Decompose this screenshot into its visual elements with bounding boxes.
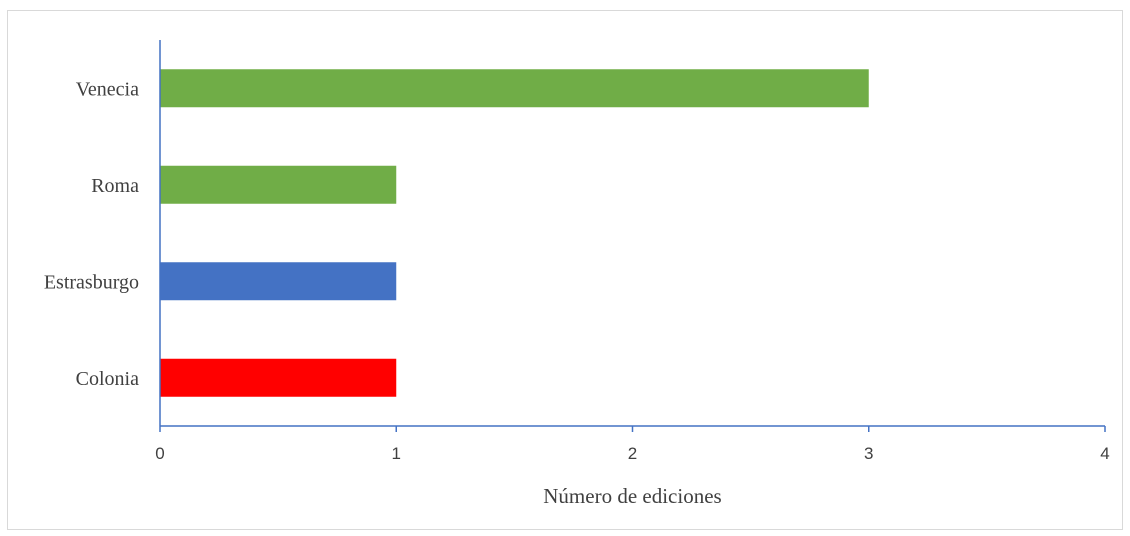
x-ticks-group: 0 1 2 3 4: [155, 426, 1110, 463]
bar-colonia: [160, 358, 397, 397]
x-tick-label: 0: [155, 444, 164, 463]
x-tick-label: 2: [628, 444, 637, 463]
x-axis-title: Número de ediciones: [543, 484, 721, 508]
category-labels-group: Colonia Estrasburgo Roma Venecia: [44, 78, 139, 390]
x-tick-label: 3: [864, 444, 873, 463]
bar-estrasburgo: [160, 262, 397, 301]
category-label-roma: Roma: [91, 175, 139, 197]
x-tick-label: 1: [392, 444, 401, 463]
bars-group: [160, 69, 869, 397]
x-tick-label: 4: [1100, 444, 1109, 463]
bar-roma: [160, 165, 397, 204]
category-label-colonia: Colonia: [76, 368, 139, 390]
category-label-estrasburgo: Estrasburgo: [44, 271, 139, 293]
category-label-venecia: Venecia: [76, 78, 139, 100]
bar-venecia: [160, 69, 869, 108]
